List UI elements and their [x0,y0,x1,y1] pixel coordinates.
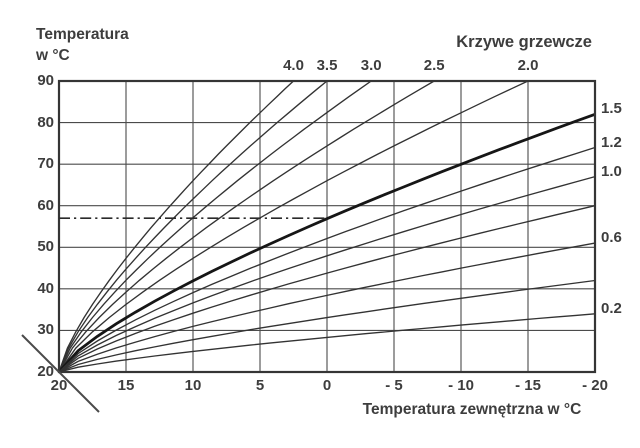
heating-curve-0.2 [58,313,596,373]
curve-label-2: 2.0 [517,57,539,74]
y-axis-title-line1: Temperatura [36,26,129,43]
curve-label-0.6: 0.6 [601,229,622,247]
x-tick-label--20: - 20 [582,377,608,394]
curve-label-1.2: 1.2 [601,133,622,151]
y-tick-label-80: 80 [37,113,54,131]
x-tick-label-10: 10 [184,377,202,394]
x-tick-label--10: - 10 [448,377,474,394]
x-tick-label-5: 5 [255,377,265,394]
curve-label-1.5: 1.5 [601,100,622,118]
origin-diagonal-line [21,334,100,413]
x-tick-label--15: - 15 [515,377,541,394]
heating-curve-2.5 [58,80,435,373]
chart-title: Krzywe grzewcze [456,33,592,51]
heating-curve-3 [58,80,372,373]
heating-curve-0.4 [58,279,596,373]
heating-curve-1 [58,175,596,373]
y-tick-label-40: 40 [37,279,54,297]
y-axis-title: Temperatura w °C [36,24,129,66]
x-tick-label-0: 0 [322,377,332,394]
x-tick-label-20: 20 [50,377,68,394]
heating-curve-4 [58,80,294,373]
heating-curve-1.5 [57,112,596,373]
y-tick-label-50: 50 [37,238,54,256]
curve-label-2.5: 2.5 [423,57,445,74]
heating-curve-3.5 [58,80,328,373]
x-tick-label-15: 15 [117,377,135,394]
curve-label-3.5: 3.5 [316,57,338,74]
y-tick-label-30: 30 [37,321,54,339]
curve-label-4: 4.0 [283,57,304,74]
y-tick-label-60: 60 [37,196,54,214]
curve-label-0.2: 0.2 [601,299,622,317]
curve-label-1: 1.0 [601,162,622,180]
y-tick-label-90: 90 [37,72,54,89]
heating-curve-1.2 [58,146,596,373]
x-axis-title: Temperatura zewnętrzna w °C [362,401,582,418]
x-tick-label--5: - 5 [385,377,403,394]
heating-curve-0.6 [58,242,596,373]
plot-border [57,79,597,374]
curve-label-3: 3.0 [360,57,382,74]
heating-curve-0.8 [58,205,596,373]
y-tick-label-70: 70 [37,155,54,173]
y-tick-label-20: 20 [37,363,54,380]
y-axis-title-line2: w °C [36,47,70,64]
heating-curve-2 [58,80,529,373]
